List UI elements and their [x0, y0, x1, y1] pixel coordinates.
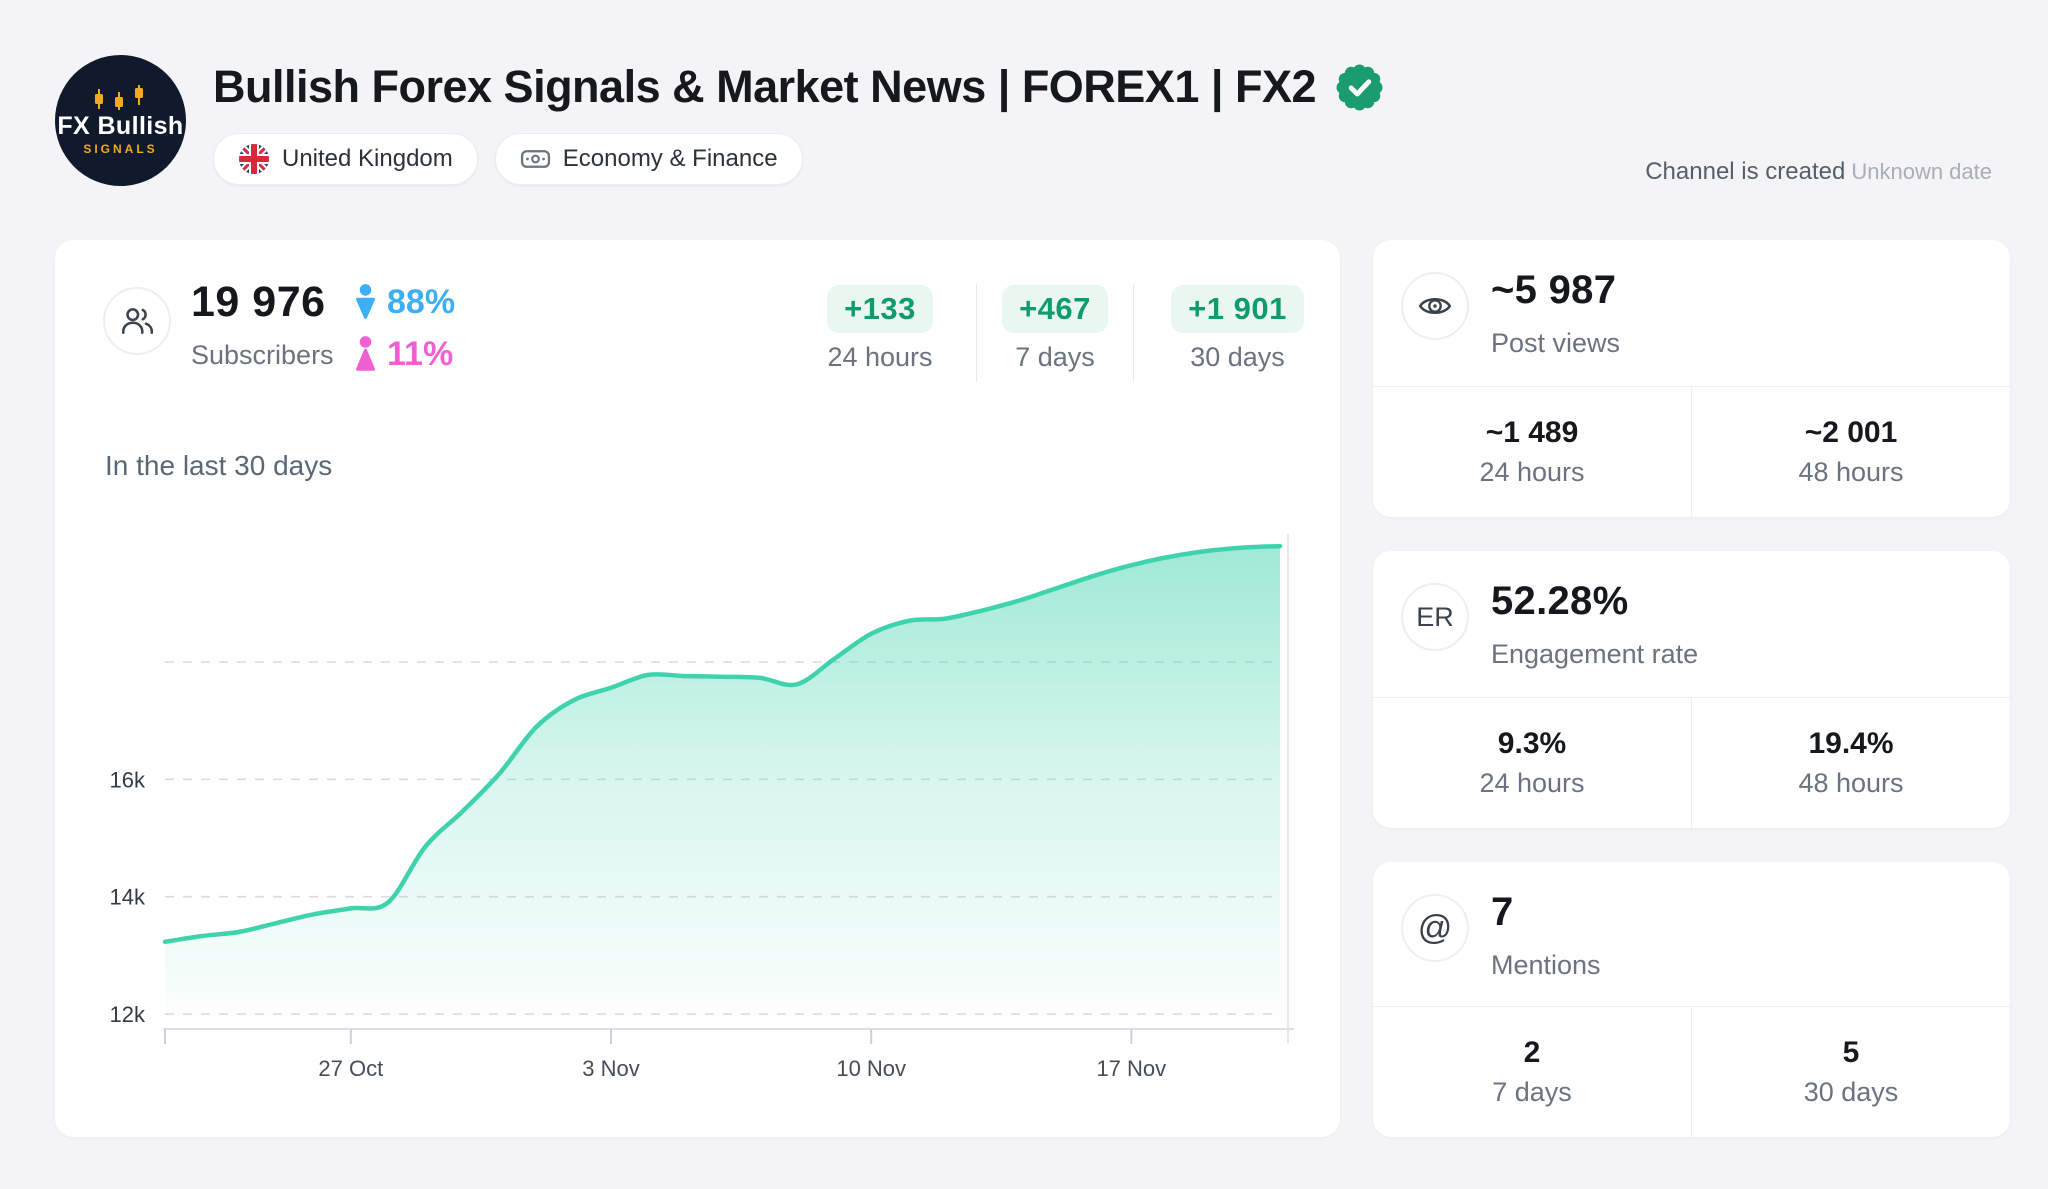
male-percentage: 88% — [387, 282, 456, 321]
engagement-48h-value: 19.4% — [1808, 727, 1894, 760]
engagement-rate-card: ER 52.28% Engagement rate 9.3% 24 hours … — [1373, 551, 2010, 828]
post-views-card: ~5 987 Post views ~1 489 24 hours ~2 001… — [1373, 240, 2010, 517]
badge-category[interactable]: Economy & Finance — [494, 133, 803, 185]
channel-badges: United Kingdom Economy & Finance — [213, 133, 803, 185]
mentions-cells: 2 7 days 5 30 days — [1373, 1006, 2010, 1137]
engagement-rate-label: Engagement rate — [1491, 639, 1699, 669]
engagement-48h: 19.4% 48 hours — [1691, 698, 2010, 828]
subscribers-chart[interactable]: 12k 14k 16k 27 Oct 3 Nov 10 Nov 17 Nov — [65, 508, 1330, 1108]
divider — [976, 284, 977, 382]
mentions-30d-value: 5 — [1842, 1036, 1860, 1069]
growth-24h: +133 24 hours — [795, 285, 965, 373]
growth-24h-value: +133 — [827, 285, 933, 333]
subscribers-card: 19 976 Subscribers 88% 11% +133 — [55, 240, 1340, 1137]
engagement-rate-value: 52.28% — [1491, 579, 1629, 623]
engagement-24h-value: 9.3% — [1497, 727, 1567, 760]
svg-text:10 Nov: 10 Nov — [836, 1056, 906, 1081]
badge-category-label: Economy & Finance — [562, 145, 778, 172]
verified-badge-icon — [1336, 63, 1383, 111]
growth-30d-period: 30 days — [1190, 342, 1285, 372]
female-icon — [356, 336, 375, 371]
female-percentage: 11% — [387, 334, 454, 373]
candlestick-logo-icon — [94, 85, 143, 110]
post-views-48h: ~2 001 48 hours — [1691, 387, 2010, 517]
post-views-value: ~5 987 — [1491, 268, 1617, 312]
svg-text:14k: 14k — [110, 885, 146, 910]
post-views-24h: ~1 489 24 hours — [1373, 387, 1691, 517]
subscribers-count: 19 976 — [191, 278, 326, 326]
post-views-label: Post views — [1491, 328, 1621, 358]
chart-heading: In the last 30 days — [105, 450, 333, 481]
channel-avatar[interactable]: FX Bullish SIGNALS — [55, 55, 186, 186]
logo-text: FX Bullish — [57, 112, 184, 140]
post-views-48h-value: ~2 001 — [1804, 416, 1898, 449]
created-label: Channel is created — [1645, 158, 1846, 185]
svg-text:17 Nov: 17 Nov — [1096, 1056, 1166, 1081]
eye-icon — [1418, 298, 1452, 314]
engagement-24h-label: 24 hours — [1479, 768, 1585, 798]
badge-country-label: United Kingdom — [282, 145, 453, 172]
growth-7d-period: 7 days — [1015, 342, 1095, 372]
growth-30d: +1 901 30 days — [1135, 285, 1340, 373]
uk-flag-icon — [239, 144, 269, 174]
mentions-value: 7 — [1491, 890, 1514, 934]
channel-title-row: Bullish Forex Signals & Market News | FO… — [213, 50, 1383, 124]
at-sign-icon: @ — [1417, 908, 1453, 947]
male-share-row: 88% — [355, 280, 455, 324]
channel-created: Channel is created Unknown date — [1645, 158, 1992, 186]
engagement-rate-cells: 9.3% 24 hours 19.4% 48 hours — [1373, 697, 2010, 828]
post-views-24h-label: 24 hours — [1479, 457, 1585, 487]
svg-text:27 Oct: 27 Oct — [318, 1056, 383, 1081]
divider — [1133, 284, 1134, 382]
logo-subtext: SIGNALS — [83, 142, 158, 156]
engagement-48h-label: 48 hours — [1798, 768, 1904, 798]
banknote-icon — [520, 150, 550, 168]
mentions-7d-value: 2 — [1523, 1036, 1541, 1069]
er-icon: ER — [1416, 601, 1454, 632]
growth-7d: +467 7 days — [980, 285, 1130, 373]
growth-30d-value: +1 901 — [1171, 285, 1304, 333]
post-views-24h-value: ~1 489 — [1485, 416, 1579, 449]
growth-24h-period: 24 hours — [827, 342, 933, 372]
svg-text:16k: 16k — [110, 767, 146, 792]
mentions-7d-label: 7 days — [1492, 1077, 1572, 1107]
post-views-icon-circle — [1401, 272, 1469, 340]
engagement-rate-icon-circle: ER — [1401, 583, 1469, 651]
mentions-30d-label: 30 days — [1803, 1077, 1899, 1107]
subscribers-label: Subscribers — [191, 340, 334, 370]
page-title: Bullish Forex Signals & Market News | FO… — [213, 61, 1317, 112]
male-icon — [356, 284, 375, 319]
subscribers-icon-circle — [103, 287, 171, 355]
svg-text:3 Nov: 3 Nov — [582, 1056, 639, 1081]
mentions-7d: 2 7 days — [1373, 1007, 1691, 1137]
users-icon — [122, 308, 154, 334]
post-views-cells: ~1 489 24 hours ~2 001 48 hours — [1373, 386, 2010, 517]
engagement-24h: 9.3% 24 hours — [1373, 698, 1691, 828]
mentions-30d: 5 30 days — [1691, 1007, 2010, 1137]
badge-country[interactable]: United Kingdom — [213, 133, 478, 185]
mentions-icon-circle: @ — [1401, 894, 1469, 962]
gender-split: 88% 11% — [355, 280, 455, 376]
mentions-card: @ 7 Mentions 2 7 days 5 30 days — [1373, 862, 2010, 1137]
svg-text:12k: 12k — [110, 1002, 146, 1027]
mentions-label: Mentions — [1491, 950, 1601, 980]
post-views-48h-label: 48 hours — [1798, 457, 1904, 487]
growth-7d-value: +467 — [1002, 285, 1108, 333]
female-share-row: 11% — [355, 332, 455, 376]
created-date: Unknown date — [1851, 159, 1992, 184]
